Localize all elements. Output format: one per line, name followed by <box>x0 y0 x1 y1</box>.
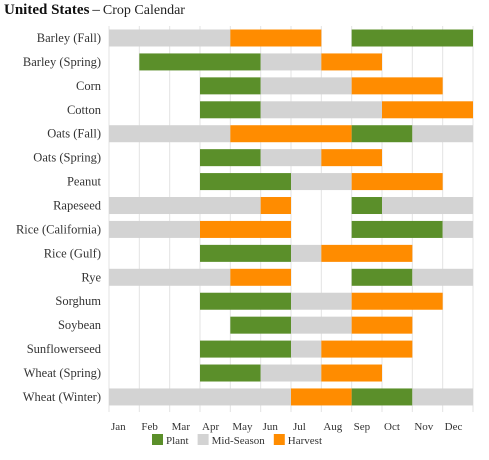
month-tick-label: Jan <box>111 421 126 433</box>
crop-label: Wheat (Winter) <box>23 390 101 404</box>
bar-harvest <box>321 53 382 70</box>
bar-harvest <box>230 30 321 47</box>
bar-plant <box>230 317 291 334</box>
bar-harvest <box>352 317 413 334</box>
month-tick-label: Feb <box>141 421 158 433</box>
bar-harvest <box>230 125 351 142</box>
bar-harvest <box>321 245 412 262</box>
bar-plant <box>352 388 413 405</box>
bar-harvest <box>230 269 291 286</box>
crop-label: Sorghum <box>55 294 101 308</box>
bar-mid <box>109 197 261 214</box>
bar-harvest <box>352 77 443 94</box>
month-tick-label: May <box>232 421 253 433</box>
bar-mid <box>109 221 200 238</box>
bar-plant <box>200 341 291 358</box>
bar-harvest <box>352 293 443 310</box>
bar-plant <box>200 293 291 310</box>
month-tick-label: Aug <box>323 421 342 433</box>
legend-label-harvest: Harvest <box>288 435 322 447</box>
bar-plant <box>352 197 382 214</box>
bar-plant <box>352 269 413 286</box>
crop-label: Cotton <box>67 103 102 117</box>
bar-plant <box>200 149 261 166</box>
bar-mid <box>109 388 291 405</box>
month-tick-label: Mar <box>172 421 191 433</box>
crop-label: Corn <box>76 79 102 93</box>
bar-plant <box>352 30 473 47</box>
bar-mid <box>412 125 473 142</box>
legend-swatch-mid <box>198 434 209 445</box>
legend-label-mid: Mid-Season <box>212 435 266 447</box>
bar-plant <box>352 125 413 142</box>
bar-mid <box>261 101 382 118</box>
bar-harvest <box>321 341 412 358</box>
bar-harvest <box>321 149 382 166</box>
bar-plant <box>200 365 261 382</box>
bar-mid <box>109 269 230 286</box>
bar-plant <box>200 77 261 94</box>
bar-mid <box>412 388 473 405</box>
bar-harvest <box>352 173 443 190</box>
bar-mid <box>291 173 352 190</box>
bar-mid <box>261 149 322 166</box>
crop-label: Peanut <box>67 175 102 189</box>
crop-label: Soybean <box>58 318 102 332</box>
bar-harvest <box>321 365 382 382</box>
crop-label: Rye <box>81 270 101 284</box>
legend-swatch-plant <box>152 434 163 445</box>
bar-mid <box>382 197 473 214</box>
legend-swatch-harvest <box>274 434 285 445</box>
bar-mid <box>261 53 322 70</box>
month-tick-label: Jun <box>263 421 279 433</box>
bar-plant <box>200 245 291 262</box>
crop-label: Oats (Fall) <box>47 127 101 141</box>
bar-mid <box>291 317 352 334</box>
crop-label: Oats (Spring) <box>33 151 101 165</box>
bar-mid <box>261 77 352 94</box>
bar-harvest <box>291 388 352 405</box>
month-tick-label: Apr <box>202 421 219 433</box>
bar-mid <box>291 245 321 262</box>
crop-label: Rice (Gulf) <box>44 246 101 260</box>
bar-plant <box>200 101 261 118</box>
bar-mid <box>261 365 322 382</box>
month-tick-label: Sep <box>354 421 371 433</box>
crop-label: Barley (Fall) <box>37 31 101 45</box>
bar-plant <box>352 221 443 238</box>
bar-mid <box>412 269 473 286</box>
legend-label-plant: Plant <box>166 435 189 447</box>
crop-label: Barley (Spring) <box>23 55 101 69</box>
crop-label: Rice (California) <box>16 222 101 236</box>
month-tick-label: Dec <box>445 421 463 433</box>
crop-label: Wheat (Spring) <box>24 366 101 380</box>
month-tick-label: Jul <box>293 421 306 433</box>
bar-mid <box>291 341 321 358</box>
bar-mid <box>443 221 473 238</box>
crop-label: Sunflowerseed <box>27 342 102 356</box>
month-tick-label: Nov <box>414 421 433 433</box>
bar-plant <box>139 53 260 70</box>
bar-mid <box>109 30 230 47</box>
crop-label: Rapeseed <box>53 199 102 213</box>
month-tick-label: Oct <box>384 421 400 433</box>
bar-harvest <box>382 101 473 118</box>
bar-mid <box>109 125 230 142</box>
bar-mid <box>291 293 352 310</box>
bar-harvest <box>200 221 291 238</box>
bar-harvest <box>261 197 291 214</box>
bar-plant <box>200 173 291 190</box>
